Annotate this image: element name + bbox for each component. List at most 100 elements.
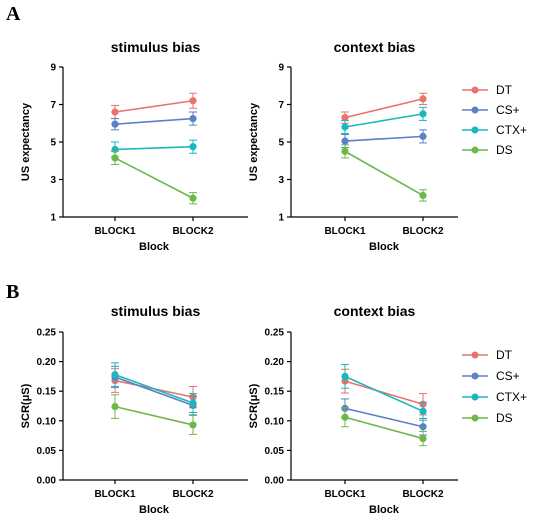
data-point: [419, 434, 427, 443]
x-tick-label: BLOCK2: [172, 226, 214, 237]
y-tick-label: 0.05: [265, 446, 285, 457]
x-tick-label: BLOCK1: [94, 489, 136, 500]
data-point: [189, 143, 197, 151]
legend-swatch-marker: [471, 393, 479, 401]
data-point: [189, 114, 197, 123]
data-point: [111, 154, 119, 162]
y-tick-label: 0.10: [37, 416, 57, 427]
panel-letter-b: B: [6, 281, 19, 303]
y-tick-label: 7: [278, 100, 284, 111]
y-tick-label: 0.10: [265, 416, 285, 427]
series-ds: [341, 144, 427, 202]
y-tick-label: 0.15: [265, 387, 285, 398]
y-tick-label: 1: [278, 213, 284, 224]
series-line: [114, 145, 194, 151]
series-ctx-plus: [111, 362, 197, 414]
series-line: [344, 407, 424, 428]
chart-2: stimulus bias 0.00 0.05 0.10 0.15 0.20 0.25 BLO…: [20, 303, 248, 516]
data-point: [341, 137, 349, 145]
y-tick-label: 0.20: [265, 357, 285, 368]
y-axis-label: US expectancy: [20, 102, 32, 181]
x-axis-label: Block: [139, 241, 170, 253]
series-cs-plus: [341, 129, 427, 149]
x-tick-label: BLOCK1: [324, 489, 366, 500]
series-line: [344, 380, 424, 405]
legend-item-cs-plus: CS+: [462, 103, 520, 117]
legend-item-ds: DS: [462, 411, 513, 425]
legend-swatch-marker: [471, 372, 479, 380]
series-line: [344, 135, 424, 142]
data-point: [189, 399, 197, 407]
y-tick-label: 3: [50, 175, 56, 186]
legend-item-ds: DS: [462, 143, 513, 157]
legend-swatch-marker: [471, 86, 479, 94]
series-dt: [341, 92, 427, 124]
data-point: [419, 110, 427, 118]
series-ctx-plus: [111, 139, 197, 158]
data-point: [111, 371, 119, 379]
y-tick-label: 1: [50, 213, 56, 224]
x-axis-label: Block: [369, 504, 400, 516]
data-point: [341, 147, 349, 155]
data-point: [419, 407, 427, 415]
y-axis-label: US expectancy: [248, 102, 260, 181]
legend-swatch-marker: [471, 414, 479, 422]
series-line: [114, 373, 194, 404]
x-tick-label: BLOCK2: [172, 489, 214, 500]
legend-swatch-marker: [471, 351, 479, 359]
legend-label-cs-plus: CS+: [496, 369, 520, 383]
legend-bottom: DT CS+ CTX+ DS: [462, 348, 527, 425]
legend-item-ctx-plus: CTX+: [462, 390, 527, 404]
y-tick-label: 0.05: [37, 446, 57, 457]
data-point: [189, 194, 197, 202]
legend-item-ctx-plus: CTX+: [462, 123, 527, 137]
data-point: [419, 132, 427, 140]
legend-item-cs-plus: CS+: [462, 369, 520, 383]
chart-title: stimulus bias: [111, 303, 201, 319]
data-point: [111, 120, 119, 128]
y-tick-label: 5: [50, 138, 56, 149]
y-tick-label: 7: [50, 100, 56, 111]
series-cs-plus: [341, 398, 427, 436]
series-cs-plus: [111, 365, 197, 416]
series-line: [344, 113, 424, 128]
legend-top: DT CS+ CTX+ DS: [462, 83, 527, 157]
legend-label-ds: DS: [496, 143, 513, 157]
y-axis-label: SCR(μS): [20, 383, 32, 428]
data-point: [111, 402, 119, 411]
y-tick-label: 5: [278, 138, 284, 149]
panel-letter-a: A: [6, 3, 21, 25]
data-point: [419, 423, 427, 431]
data-point: [341, 372, 349, 380]
series-ctx-plus: [341, 106, 427, 135]
x-axis-label: Block: [139, 504, 170, 516]
series-cs-plus: [111, 111, 197, 131]
chart-title: context bias: [334, 303, 416, 319]
y-tick-label: 0.00: [37, 476, 57, 487]
data-point: [419, 191, 427, 200]
legend-item-dt: DT: [462, 348, 513, 362]
y-tick-label: 9: [50, 63, 56, 74]
data-point: [419, 95, 427, 103]
x-axis-label: Block: [369, 241, 400, 253]
legend-swatch-marker: [471, 126, 479, 134]
y-tick-label: 3: [278, 175, 284, 186]
series-line: [114, 157, 194, 199]
data-point: [341, 123, 349, 131]
legend-label-dt: DT: [496, 83, 513, 97]
y-axis-label: SCR(μS): [248, 383, 260, 428]
y-tick-label: 0.15: [37, 387, 57, 398]
legend-label-dt: DT: [496, 348, 513, 362]
legend-item-dt: DT: [462, 83, 513, 97]
series-line: [344, 98, 424, 119]
chart-title: stimulus bias: [111, 39, 201, 55]
data-point: [111, 108, 119, 116]
legend-swatch-marker: [471, 106, 479, 114]
chart-3: context bias 0.00 0.05 0.10 0.15 0.20 0.25 BLOC…: [248, 303, 458, 516]
data-point: [189, 421, 197, 429]
series-line: [114, 376, 194, 407]
series-ds: [111, 394, 197, 435]
